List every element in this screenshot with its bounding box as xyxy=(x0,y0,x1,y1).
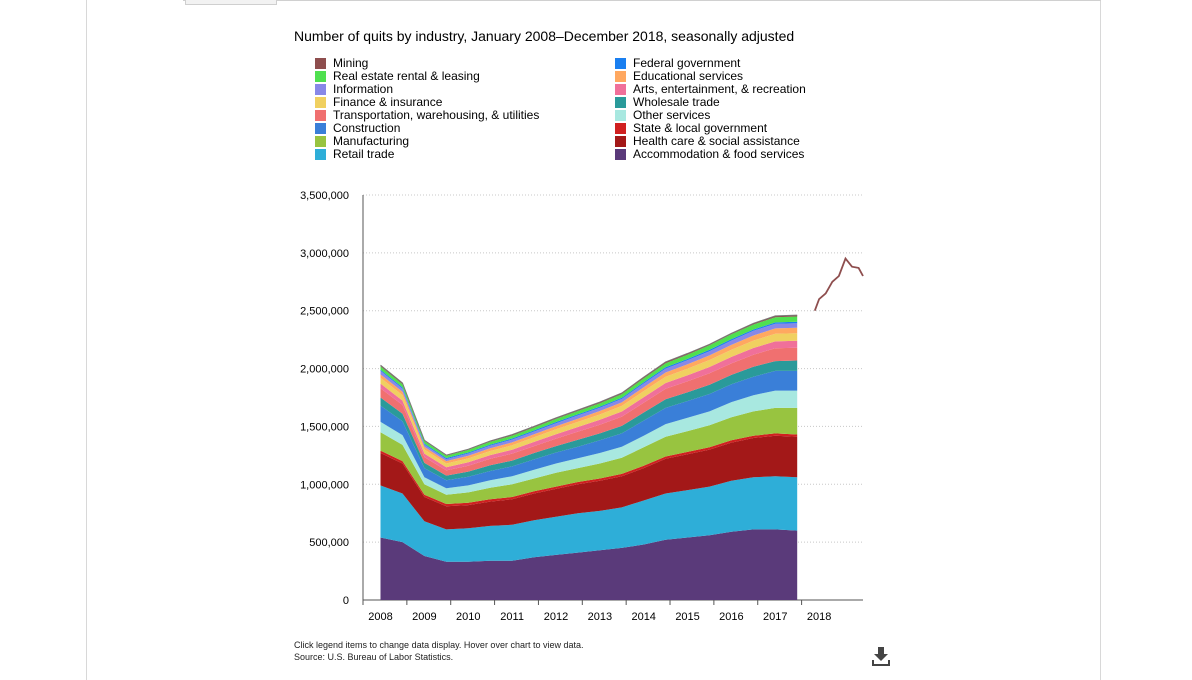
legend-item[interactable]: Retail trade xyxy=(315,148,539,161)
x-tick-label: 2008 xyxy=(368,611,392,623)
legend-swatch xyxy=(615,149,626,160)
download-icon[interactable] xyxy=(870,645,892,667)
series-area[interactable] xyxy=(380,370,798,489)
series-area[interactable] xyxy=(380,407,798,504)
chart-title: Number of quits by industry, January 200… xyxy=(294,28,795,44)
x-tick-label: 2011 xyxy=(500,611,524,623)
y-tick-label: 3,500,000 xyxy=(300,190,349,202)
legend-swatch xyxy=(315,149,326,160)
legend-label: Accommodation & food services xyxy=(633,147,805,161)
y-tick-label: 2,000,000 xyxy=(300,364,349,376)
series-area[interactable] xyxy=(380,333,798,468)
legend-item[interactable]: Manufacturing xyxy=(315,135,539,148)
legend-label: Other services xyxy=(633,108,711,122)
legend-label: Educational services xyxy=(633,69,744,83)
legend-label: Retail trade xyxy=(333,147,395,161)
legend-label: Information xyxy=(333,82,394,96)
legend-item[interactable]: Construction xyxy=(315,122,539,135)
legend-item[interactable]: Health care & social assistance xyxy=(615,135,806,148)
legend-label: Real estate rental & leasing xyxy=(333,69,480,83)
chart-note-instructions: Click legend items to change data displa… xyxy=(294,640,584,650)
legend-item[interactable]: Mining xyxy=(315,57,539,70)
series-area[interactable] xyxy=(380,435,798,530)
legend-swatch xyxy=(615,97,626,108)
series-line-2018[interactable] xyxy=(813,256,864,312)
legend-swatch xyxy=(615,84,626,95)
x-tick-label: 2009 xyxy=(412,611,436,623)
legend-label: Construction xyxy=(333,121,401,135)
legend-item[interactable]: Transportation, warehousing, & utilities xyxy=(315,109,539,122)
legend-swatch xyxy=(615,136,626,147)
legend-item[interactable]: Accommodation & food services xyxy=(615,148,806,161)
series-area[interactable] xyxy=(380,433,798,507)
x-tick-label: 2012 xyxy=(544,611,568,623)
legend-label: Finance & insurance xyxy=(333,95,443,109)
legend-item[interactable]: Educational services xyxy=(615,70,806,83)
legend-swatch xyxy=(315,123,326,134)
x-tick-label: 2015 xyxy=(675,611,699,623)
tab-bar-border xyxy=(183,0,1101,5)
legend-label: Wholesale trade xyxy=(633,95,720,109)
content-frame xyxy=(86,0,1101,680)
tab-stub[interactable] xyxy=(185,0,277,5)
legend-swatch xyxy=(615,123,626,134)
legend-swatch xyxy=(315,110,326,121)
x-tick-label: 2010 xyxy=(456,611,480,623)
y-tick-label: 2,500,000 xyxy=(300,306,349,318)
legend-item[interactable]: Information xyxy=(315,83,539,96)
legend-label: State & local government xyxy=(633,121,768,135)
legend-item[interactable]: Wholesale trade xyxy=(615,96,806,109)
y-tick-label: 1,500,000 xyxy=(300,421,349,433)
series-area[interactable] xyxy=(380,390,798,495)
legend-swatch xyxy=(315,136,326,147)
legend-swatch xyxy=(315,84,326,95)
legend-swatch xyxy=(615,110,626,121)
legend-item[interactable]: Arts, entertainment, & recreation xyxy=(615,83,806,96)
series-area[interactable] xyxy=(380,347,798,476)
x-tick-label: 2016 xyxy=(719,611,743,623)
legend-item[interactable]: Real estate rental & leasing xyxy=(315,70,539,83)
stacked-areas[interactable] xyxy=(380,315,798,600)
legend-item[interactable]: Federal government xyxy=(615,57,806,70)
legend-item[interactable]: Other services xyxy=(615,109,806,122)
legend-swatch xyxy=(615,71,626,82)
series-area[interactable] xyxy=(380,476,798,562)
series-area[interactable] xyxy=(380,340,798,471)
legend-swatch xyxy=(315,58,326,69)
x-tick-label: 2018 xyxy=(807,611,831,623)
y-tick-label: 500,000 xyxy=(309,537,349,549)
series-area[interactable] xyxy=(380,529,798,600)
chart-note-source: Source: U.S. Bureau of Labor Statistics. xyxy=(294,652,454,662)
legend-label: Transportation, warehousing, & utilities xyxy=(333,108,540,122)
legend-label: Federal government xyxy=(633,56,741,70)
legend-label: Mining xyxy=(333,56,369,70)
x-tick-label: 2014 xyxy=(631,611,655,623)
legend-left-column: Mining Real estate rental & leasing Inform… xyxy=(315,57,539,161)
legend-swatch xyxy=(315,71,326,82)
series-area[interactable] xyxy=(380,360,798,481)
legend-item[interactable]: State & local government xyxy=(615,122,806,135)
y-tick-label: 1,000,000 xyxy=(300,479,349,491)
legend-right-column: Federal government Educational services Ar… xyxy=(615,57,806,161)
x-tick-label: 2013 xyxy=(588,611,612,623)
legend-item[interactable]: Finance & insurance xyxy=(315,96,539,109)
legend-swatch xyxy=(315,97,326,108)
y-tick-label: 0 xyxy=(343,595,349,607)
y-tick-label: 3,000,000 xyxy=(300,248,349,260)
legend-label: Health care & social assistance xyxy=(633,134,800,148)
total-outline xyxy=(380,314,798,456)
legend-label: Arts, entertainment, & recreation xyxy=(633,82,806,96)
legend-label: Manufacturing xyxy=(333,134,410,148)
legend-swatch xyxy=(615,58,626,69)
x-tick-label: 2017 xyxy=(763,611,787,623)
